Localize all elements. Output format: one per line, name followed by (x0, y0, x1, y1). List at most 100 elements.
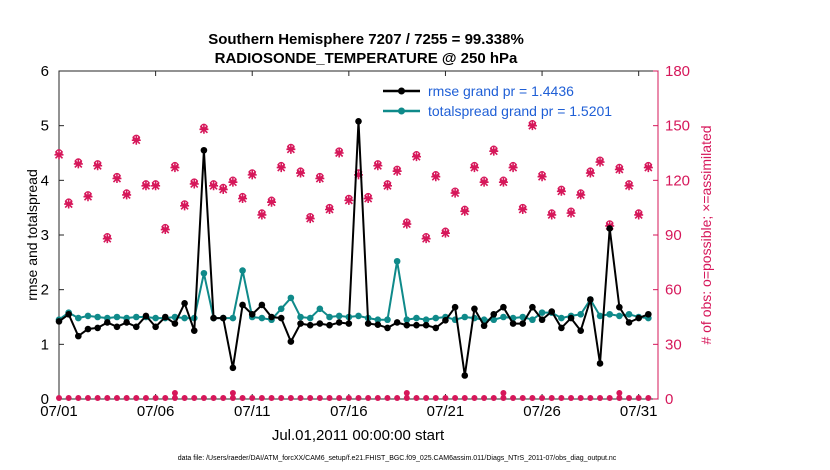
rmse-point (152, 323, 159, 331)
obs-rejected-point (229, 390, 236, 396)
y-left-tick-label: 2 (41, 282, 49, 299)
obs-rejected-point (432, 395, 439, 401)
rmse-point (393, 319, 401, 326)
rmse-point (548, 308, 556, 315)
rmse-point (277, 314, 285, 322)
obs-rejected-point (326, 395, 333, 401)
obs-assimilated-point (305, 214, 315, 224)
rmse-point (490, 310, 498, 318)
obs-rejected-point (403, 390, 410, 396)
spread-point (606, 310, 613, 318)
spread-point (461, 313, 469, 321)
legend-rmse-label: rmse grand pr = 1.4436 (428, 83, 574, 99)
obs-rejected-point (452, 395, 459, 401)
obs-rejected-point (597, 395, 604, 401)
obs-assimilated-point (469, 163, 479, 173)
obs-rejected-point (249, 395, 256, 401)
obs-rejected-point (84, 395, 91, 401)
x-tick-label: 07/11 (234, 403, 270, 420)
obs-rejected-point (394, 395, 401, 401)
obs-rejected-point (355, 395, 362, 401)
obs-rejected-point (94, 395, 101, 401)
spread-point (297, 313, 304, 321)
y-axis-left-label: rmse and totalspread (24, 169, 40, 301)
obs-count-series (54, 120, 653, 401)
obs-assimilated-point (122, 190, 132, 200)
rmse-point (65, 310, 72, 318)
spread-point (596, 312, 604, 320)
obs-rejected-point (519, 395, 526, 401)
obs-rejected-point (171, 390, 178, 396)
obs-assimilated-point (160, 225, 170, 235)
rmse-point (345, 320, 353, 327)
obs-rejected-point (345, 395, 352, 401)
rmse-point (113, 323, 121, 331)
rmse-point (123, 319, 130, 326)
rmse-point (94, 324, 101, 332)
obs-rejected-point (307, 395, 314, 401)
rmse-point (306, 321, 314, 329)
rmse-point (142, 312, 150, 320)
obs-rejected-point (635, 395, 642, 401)
obs-assimilated-point (73, 159, 83, 169)
rmse-point (355, 117, 362, 125)
obs-rejected-point (229, 395, 236, 401)
obs-rejected-point (490, 395, 497, 401)
rmse-point (384, 324, 391, 332)
rmse-point (471, 305, 478, 313)
rmse-point (297, 320, 304, 327)
obs-assimilated-point (344, 195, 354, 205)
chart-title: Southern Hemisphere 7207 / 7255 = 99.338… (208, 31, 524, 48)
obs-rejected-point (133, 395, 140, 401)
y-left-tick-label: 5 (41, 118, 49, 135)
obs-rejected-point (558, 395, 565, 401)
rmse-point (258, 301, 266, 309)
obs-rejected-point (181, 395, 188, 401)
obs-assimilated-point (64, 199, 74, 209)
x-tick-label: 07/21 (427, 403, 465, 420)
y-right-tick-label: 150 (665, 118, 690, 135)
obs-assimilated-point (180, 201, 190, 211)
obs-rejected-point (384, 395, 391, 401)
y-left-tick-label: 3 (41, 227, 49, 244)
spread-point (229, 314, 237, 322)
obs-assimilated-point (334, 148, 344, 158)
rmse-point (268, 313, 275, 321)
y-left-tick-label: 1 (41, 336, 49, 353)
obs-assimilated-point (489, 146, 499, 156)
rmse-point (625, 319, 633, 326)
metric-series (55, 117, 652, 379)
rmse-point (519, 320, 527, 327)
rmse-point (616, 303, 623, 311)
rmse-point (161, 313, 169, 321)
rmse-point (84, 325, 92, 333)
x-tick-label: 07/26 (523, 403, 561, 420)
obs-rejected-point (616, 390, 623, 396)
obs-assimilated-point (131, 135, 141, 145)
rmse-point (422, 321, 430, 329)
rmse-point (229, 364, 237, 372)
rmse-point (529, 303, 536, 311)
rmse-point (287, 338, 295, 345)
spread-point (374, 316, 382, 324)
rmse-point (248, 310, 256, 318)
rmse-point (538, 316, 546, 324)
obs-rejected-point (510, 395, 517, 401)
spread-point (538, 309, 546, 316)
spread-point (326, 313, 333, 321)
rmse-point (509, 320, 517, 327)
obs-rejected-point (278, 395, 285, 401)
spread-point (432, 314, 440, 322)
obs-rejected-point (152, 395, 159, 401)
obs-assimilated-point (566, 208, 576, 218)
obs-assimilated-point (354, 170, 363, 180)
obs-rejected-point (423, 395, 430, 401)
legend-rmse-marker (398, 87, 405, 95)
obs-assimilated-point (199, 124, 209, 134)
spread-point (355, 312, 362, 320)
obs-rejected-point (113, 395, 120, 401)
spread-point (393, 257, 401, 265)
obs-rejected-point (442, 395, 449, 401)
y-right-tick-label: 60 (665, 282, 682, 299)
obs-assimilated-point (296, 168, 306, 178)
